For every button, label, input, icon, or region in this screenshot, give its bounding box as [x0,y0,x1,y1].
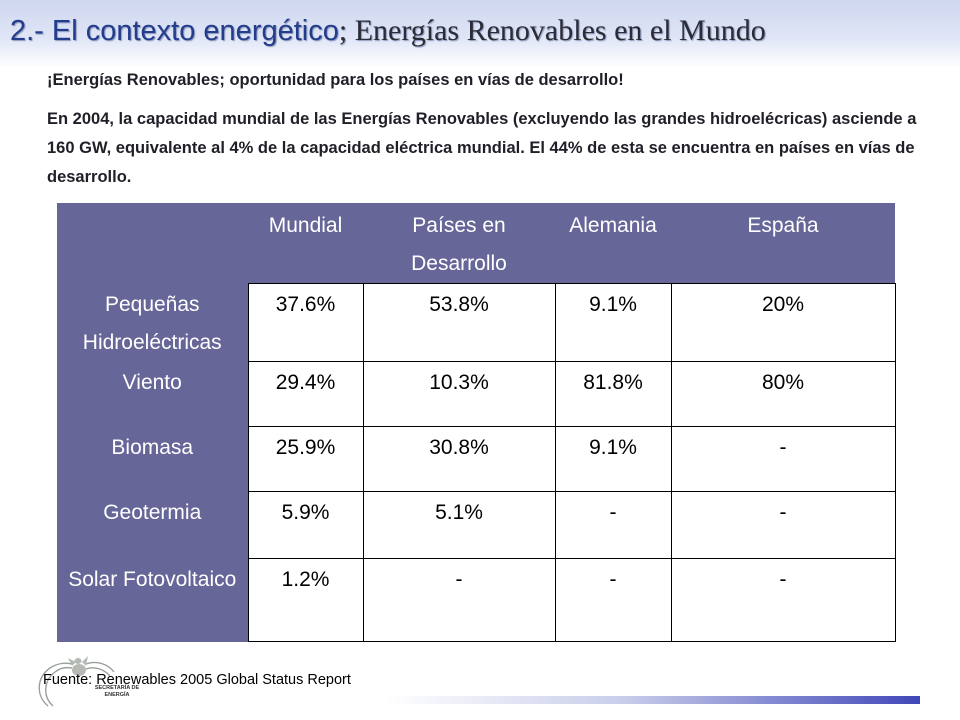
table-row: Solar Fotovoltaico 1.2% - - - [57,558,896,642]
table-cell: 25.9% [247,426,364,492]
row-label: Geotermia [57,491,248,559]
header-alemania: Alemania [555,203,671,284]
table-cell: 1.2% [247,558,364,642]
slide-title: 2.- El contexto energético; Energías Ren… [10,14,766,48]
table-cell: - [670,558,896,642]
table-cell: 53.8% [362,283,556,362]
intro-paragraph: En 2004, la capacidad mundial de las Ene… [47,110,917,186]
row-label: Solar Fotovoltaico [57,558,248,642]
table-header-row: Mundial Países en Desarrollo Alemania Es… [57,203,895,284]
table-cell: 30.8% [362,426,556,492]
table-cell: 20% [670,283,896,362]
table-cell: 29.4% [247,361,364,427]
table-cell: - [362,558,556,642]
renewables-table: Mundial Países en Desarrollo Alemania Es… [57,203,896,642]
table-cell: 81.8% [554,361,672,427]
logo-text: SECRETARÍA DE ENERGÍA [94,685,140,698]
table-row: Biomasa 25.9% 30.8% 9.1% - [57,426,896,492]
table-cell: - [670,491,896,559]
row-label: Pequeñas Hidroeléctricas [57,283,248,362]
header-espana: España [671,203,895,284]
row-label: Biomasa [57,426,248,492]
table-cell: 10.3% [362,361,556,427]
table-row: Viento 29.4% 10.3% 81.8% 80% [57,361,896,427]
slide-title-main: 2.- El contexto energético [10,15,339,47]
source-note: Fuente: Renewables 2005 Global Status Re… [43,672,351,688]
secretaria-energia-logo [38,656,115,707]
table-cell: 5.1% [362,491,556,559]
table-cell: 9.1% [554,426,672,492]
table-cell: - [670,426,896,492]
header-paises-desarrollo: Países en Desarrollo [363,203,555,284]
intro-headline: ¡Energías Renovables; oportunidad para l… [47,71,624,89]
intro-text: ¡Energías Renovables; oportunidad para l… [47,66,947,192]
slide-title-bold: ; Energías Renovables en el Mundo [338,14,766,47]
table-cell: 80% [670,361,896,427]
header-corner [57,203,248,284]
table-cell: 9.1% [554,283,672,362]
title-bar: 2.- El contexto energético; Energías Ren… [0,0,960,68]
table-row: Pequeñas Hidroeléctricas 37.6% 53.8% 9.1… [57,283,896,362]
table-cell: - [554,491,672,559]
footer-bar [386,696,920,704]
table-row: Geotermia 5.9% 5.1% - - [57,491,896,559]
table-cell: 37.6% [247,283,364,362]
header-mundial: Mundial [248,203,363,284]
table-cell: 5.9% [247,491,364,559]
row-label: Viento [57,361,248,427]
table-cell: - [554,558,672,642]
